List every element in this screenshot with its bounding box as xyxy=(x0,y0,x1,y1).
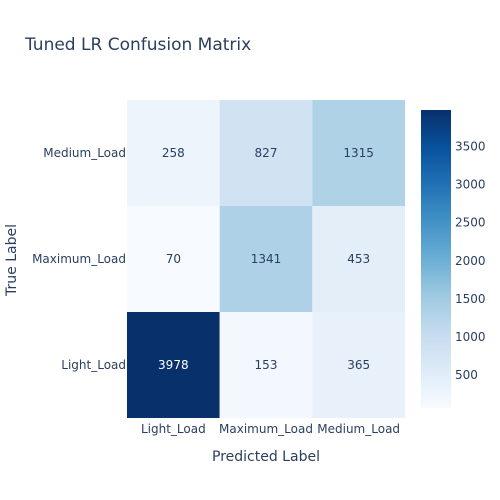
y-tick-label: Light_Load xyxy=(61,358,126,372)
heatmap-cell xyxy=(312,100,405,206)
chart-title: Tuned LR Confusion Matrix xyxy=(24,35,251,55)
cell-value-label: 70 xyxy=(166,252,181,266)
heatmap-cell xyxy=(312,206,405,312)
colorbar-tick-label: 2000 xyxy=(455,254,486,268)
cell-value-label: 3978 xyxy=(158,358,189,372)
cell-value-label: 258 xyxy=(162,146,185,160)
colorbar-tick-label: 2500 xyxy=(455,216,486,230)
heatmap-cell xyxy=(219,100,313,206)
y-tick-label: Maximum_Load xyxy=(32,252,126,266)
x-tick-label: Maximum_Load xyxy=(219,422,313,436)
cell-value-label: 153 xyxy=(255,358,278,372)
colorbar: 500 1000 1500 2000 2500 3000 3500 xyxy=(421,110,486,408)
colorbar-gradient xyxy=(421,110,451,408)
x-tick-label: Medium_Load xyxy=(317,422,400,436)
y-tick-label: Medium_Load xyxy=(43,146,126,160)
y-axis-ticks: Light_Load Maximum_Load Medium_Load xyxy=(32,146,126,372)
cell-value-label: 1315 xyxy=(343,146,374,160)
colorbar-tick-label: 1000 xyxy=(455,330,486,344)
heatmap-cell xyxy=(219,206,313,312)
cell-value-label: 1341 xyxy=(251,252,282,266)
y-axis-title: True Label xyxy=(4,224,20,297)
heatmap-cell xyxy=(219,312,313,418)
colorbar-tick-label: 1500 xyxy=(455,292,486,306)
cell-value-label: 827 xyxy=(255,146,278,160)
cell-value-label: 453 xyxy=(347,252,370,266)
x-axis-ticks: Light_Load Maximum_Load Medium_Load xyxy=(141,422,400,436)
heatmap-cell xyxy=(127,100,220,206)
colorbar-tick-label: 3500 xyxy=(455,139,486,153)
heatmap-cell xyxy=(127,206,220,312)
heatmap-cell xyxy=(127,312,220,418)
heatmap-area: 3978 153 365 70 1341 453 258 827 1315 xyxy=(127,100,405,418)
heatmap-cell xyxy=(312,312,405,418)
colorbar-tick-label: 3000 xyxy=(455,178,486,192)
x-axis-title: Predicted Label xyxy=(212,449,320,465)
colorbar-tick-label: 500 xyxy=(455,368,478,382)
cell-value-label: 365 xyxy=(347,358,370,372)
x-tick-label: Light_Load xyxy=(141,422,206,436)
